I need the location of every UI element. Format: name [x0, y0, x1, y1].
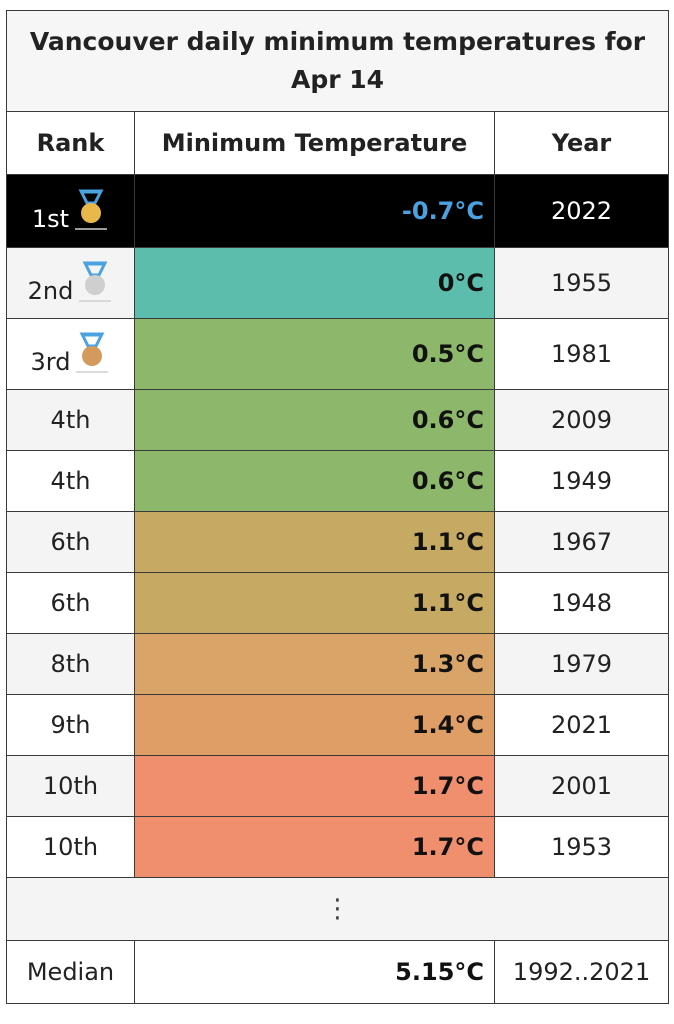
rank-label: 2nd [27, 277, 74, 305]
temperature-cell: 1.7°C [134, 755, 495, 817]
temperature-cell: -0.7°C [134, 174, 495, 248]
temperature-cell: 0.5°C [134, 318, 495, 390]
rank-label: 9th [50, 711, 91, 739]
gold-medal-icon [75, 189, 108, 230]
year-cell: 2021 [493, 694, 670, 756]
median-label: Median [6, 940, 135, 1004]
table-row: 6th 1.1°C 1948 [6, 572, 670, 634]
temperature-cell: 1.3°C [134, 633, 495, 695]
temperature-cell: 1.4°C [134, 694, 495, 756]
median-row: Median 5.15°C 1992..2021 [6, 940, 670, 1004]
column-header-minimum-temperature: Minimum Temperature [134, 111, 495, 175]
rank-cell: 2nd [6, 247, 135, 319]
year-cell: 1949 [493, 450, 670, 512]
temperature-rank-table: Vancouver daily minimum temperatures for… [5, 10, 670, 1004]
rank-label: 10th [42, 772, 99, 800]
temperature-cell: 1.1°C [134, 511, 495, 573]
table-row: 10th 1.7°C 1953 [6, 816, 670, 878]
header-row: Rank Minimum Temperature Year [6, 111, 670, 175]
ellipsis-row: ⋮ [5, 877, 670, 941]
table-row: 1st -0.7°C 2022 [6, 174, 670, 248]
table-row: 3rd 0.5°C 1981 [6, 318, 670, 390]
year-cell: 1981 [493, 318, 670, 390]
rank-cell: 9th [6, 694, 135, 756]
rank-cell: 4th [6, 389, 135, 451]
rank-label: 6th [50, 589, 91, 617]
rank-label: 4th [50, 467, 91, 495]
table-row: 10th 1.7°C 2001 [6, 755, 670, 817]
table-row: 8th 1.3°C 1979 [6, 633, 670, 695]
temperature-cell: 1.1°C [134, 572, 495, 634]
temperature-cell: 0.6°C [134, 450, 495, 512]
table-row: 9th 1.4°C 2021 [6, 694, 670, 756]
rank-cell: 10th [6, 816, 135, 878]
table-row: 2nd 0°C 1955 [6, 247, 670, 319]
rank-cell: 10th [6, 755, 135, 817]
year-cell: 1953 [493, 816, 670, 878]
rank-label: 4th [50, 406, 91, 434]
year-cell: 1979 [493, 633, 670, 695]
temperature-cell: 0.6°C [134, 389, 495, 451]
table-row: 4th 0.6°C 2009 [6, 389, 670, 451]
year-cell: 1967 [493, 511, 670, 573]
table-row: 4th 0.6°C 1949 [6, 450, 670, 512]
year-cell: 1955 [493, 247, 670, 319]
rank-label: 6th [50, 528, 91, 556]
column-header-rank: Rank [6, 111, 135, 175]
rank-label: 3rd [30, 348, 71, 376]
column-header-year: Year [493, 111, 670, 175]
rank-cell: 3rd [6, 318, 135, 390]
more-rows-ellipsis: ⋮ [5, 877, 670, 941]
silver-medal-icon [79, 261, 112, 302]
table-title: Vancouver daily minimum temperatures for… [5, 10, 670, 112]
rank-cell: 8th [6, 633, 135, 695]
rank-cell: 1st [6, 174, 135, 248]
bronze-medal-icon [76, 332, 109, 373]
year-cell: 2009 [493, 389, 670, 451]
rank-label: 8th [50, 650, 91, 678]
median-temperature: 5.15°C [134, 940, 495, 1004]
rank-cell: 6th [6, 572, 135, 634]
title-row: Vancouver daily minimum temperatures for… [5, 10, 670, 112]
rank-label: 1st [31, 205, 70, 233]
rank-cell: 4th [6, 450, 135, 512]
rank-label: 10th [42, 833, 99, 861]
year-cell: 2022 [493, 174, 670, 248]
table-row: 6th 1.1°C 1967 [6, 511, 670, 573]
rank-cell: 6th [6, 511, 135, 573]
median-year-range: 1992..2021 [493, 940, 670, 1004]
year-cell: 1948 [493, 572, 670, 634]
temperature-cell: 0°C [134, 247, 495, 319]
temperature-cell: 1.7°C [134, 816, 495, 878]
year-cell: 2001 [493, 755, 670, 817]
